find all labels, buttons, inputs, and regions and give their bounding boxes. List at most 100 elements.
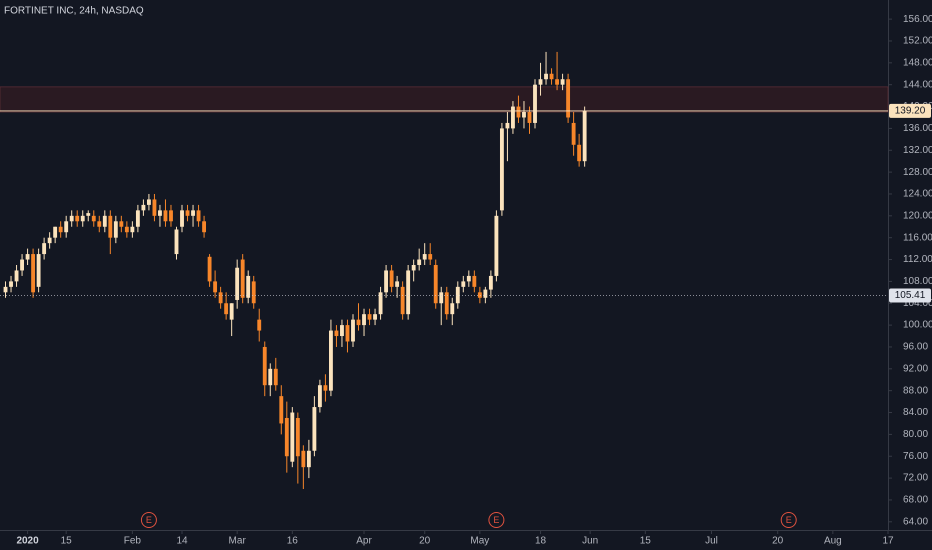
candle-body xyxy=(146,199,151,205)
candle-body xyxy=(86,213,91,216)
candle-body xyxy=(152,199,157,216)
candle-body xyxy=(433,265,438,304)
price-tag-label: 105.41 xyxy=(895,290,926,301)
candle-body xyxy=(130,226,135,233)
candle-body xyxy=(511,106,515,129)
candle-body xyxy=(533,84,537,123)
candle-body xyxy=(450,303,455,315)
candle-body xyxy=(224,303,229,315)
candle-body xyxy=(185,210,190,216)
candle-body xyxy=(378,292,383,315)
y-tick-label: 156.00 xyxy=(903,14,932,25)
candle-body xyxy=(191,210,195,216)
price-tag xyxy=(889,288,931,303)
y-tick-label: 116.00 xyxy=(903,232,932,243)
candle-body xyxy=(362,314,366,326)
event-label: E xyxy=(786,515,792,525)
candle-body xyxy=(301,450,306,468)
candle-body xyxy=(373,314,377,320)
event-marker xyxy=(140,512,157,528)
candle-body xyxy=(218,292,223,304)
y-tick-label: 148.00 xyxy=(903,57,932,68)
candle-body xyxy=(323,385,328,391)
y-tick-label: 92.00 xyxy=(903,363,928,374)
zone xyxy=(0,86,889,113)
y-tick-label: 72.00 xyxy=(903,473,928,484)
x-tick-label: 18 xyxy=(535,536,547,547)
y-tick-label: 104.00 xyxy=(903,298,932,309)
event-label: E xyxy=(146,515,152,525)
candle-body xyxy=(80,215,85,222)
x-tick-label: 16 xyxy=(287,536,299,547)
candle-body xyxy=(14,270,19,282)
candle-body xyxy=(577,144,582,162)
x-tick-label: May xyxy=(470,536,489,547)
candle-body xyxy=(571,122,576,145)
candle-body xyxy=(20,259,24,271)
candle-body xyxy=(538,79,543,85)
candle-body xyxy=(174,229,179,255)
candle-body xyxy=(169,210,173,222)
candle-body xyxy=(527,112,532,123)
candle-body xyxy=(180,210,184,227)
x-tick-label: 15 xyxy=(640,536,652,547)
candle-body xyxy=(367,314,372,320)
candle-body xyxy=(395,281,400,287)
candle-body xyxy=(400,286,405,315)
candle-body xyxy=(262,346,267,386)
x-tick-label: Feb xyxy=(124,536,142,547)
candle-body xyxy=(246,275,251,298)
candle-body xyxy=(505,122,510,129)
candle-body xyxy=(444,292,449,315)
candle-body xyxy=(202,221,207,233)
candle-body xyxy=(560,79,565,85)
x-tick-label: 2020 xyxy=(16,536,39,547)
candle-body xyxy=(312,407,317,451)
candle-body xyxy=(141,204,146,211)
candle-body xyxy=(345,325,350,342)
y-tick-label: 100.00 xyxy=(903,320,932,331)
candle-body xyxy=(406,270,411,315)
candle-body xyxy=(113,221,118,238)
candle-body xyxy=(483,289,488,298)
candle-body xyxy=(389,270,394,287)
x-tick-label: 14 xyxy=(176,536,188,547)
candle-body xyxy=(158,210,162,216)
candle-body xyxy=(58,226,63,233)
candle-body xyxy=(494,215,499,276)
candle-body xyxy=(163,210,168,222)
candle-body xyxy=(284,417,289,457)
candle-body xyxy=(124,226,129,233)
candle-body xyxy=(53,226,58,238)
y-tick-label: 124.00 xyxy=(903,189,932,200)
candle-body xyxy=(207,256,212,282)
candle-body xyxy=(119,221,124,227)
candle-body xyxy=(317,385,322,408)
candle-body xyxy=(251,281,256,304)
candle-body xyxy=(75,215,80,222)
candle-body xyxy=(582,110,587,162)
candle-body xyxy=(235,267,240,300)
x-tick-label: Mar xyxy=(229,536,247,547)
y-tick-label: 128.00 xyxy=(903,167,932,178)
y-tick-label: 112.00 xyxy=(903,254,932,265)
candle-body xyxy=(417,259,422,265)
candle-body xyxy=(555,79,559,85)
candle-body xyxy=(295,417,300,457)
candle-body xyxy=(544,73,548,80)
x-tick-label: Aug xyxy=(824,536,842,547)
event-marker xyxy=(488,512,505,528)
candle-body xyxy=(472,275,477,287)
chart-title: FORTINET INC, 24h, NASDAQ xyxy=(4,6,144,17)
y-tick-label: 64.00 xyxy=(903,516,928,527)
candle-body xyxy=(273,368,278,386)
candle-body xyxy=(97,221,102,227)
price-tag-label: 139.20 xyxy=(895,106,926,117)
candle-body xyxy=(257,319,262,331)
y-tick-label: 84.00 xyxy=(903,407,928,418)
candle-body xyxy=(279,396,284,424)
candle-body xyxy=(213,281,218,293)
